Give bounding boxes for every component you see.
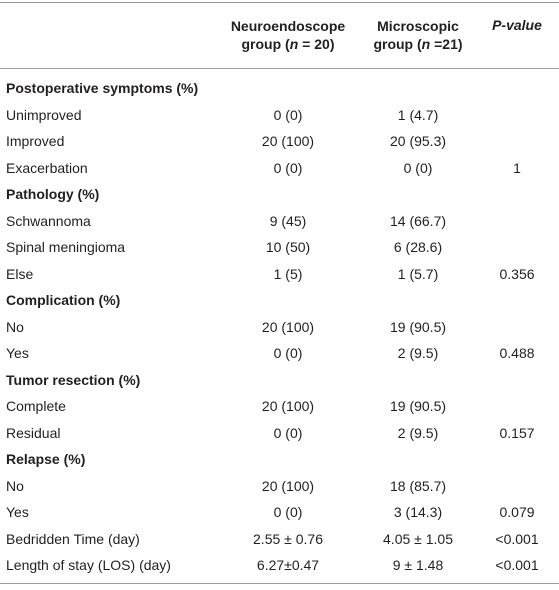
row-label: No <box>6 318 24 335</box>
table-cell: 6.27±0.47 <box>256 557 320 573</box>
header-text: =21) <box>430 36 463 52</box>
row-label: Exacerbation <box>6 159 88 176</box>
row-label: Schwannoma <box>6 212 91 229</box>
header-text: P-value <box>492 17 542 33</box>
table-cell: 2 (9.5) <box>397 424 439 441</box>
row-label: Spinal meningioma <box>6 239 126 255</box>
row-label: Bedridden Time (day) <box>6 530 140 547</box>
column-header: Microscopic group (n =21) <box>373 17 462 53</box>
header-line: Microscopic <box>373 17 462 35</box>
table-cell: 20 (100) <box>261 133 315 149</box>
table-cell: 0 (0) <box>273 159 303 176</box>
table-cell: 19 (90.5) <box>389 398 447 414</box>
table-cell: 14 (66.7) <box>389 212 447 229</box>
row-label: No <box>6 477 24 494</box>
table-cell: <0.001 <box>495 557 539 573</box>
row-label: Residual <box>6 424 61 441</box>
row-label: Yes <box>6 345 29 361</box>
header-text: group ( <box>241 36 290 52</box>
header-text: Neuroendoscope <box>230 18 346 34</box>
table-cell: 0.079 <box>499 504 535 520</box>
header-text: = 20) <box>298 36 335 52</box>
table-cell: 20 (100) <box>261 318 315 335</box>
table-cell: 2 (9.5) <box>397 345 439 361</box>
section-header: Pathology (%) <box>6 186 100 202</box>
section-header: Complication (%) <box>6 292 121 308</box>
table-cell: 0 (0) <box>273 424 303 441</box>
top-rule <box>0 2 559 3</box>
table-cell: 9 (45) <box>269 212 307 229</box>
table-cell: 0 (0) <box>273 504 303 520</box>
bottom-rule <box>0 583 559 584</box>
table-cell: 3 (14.3) <box>393 504 443 520</box>
section-header: Relapse (%) <box>6 451 86 467</box>
table-cell: 1 <box>513 159 521 176</box>
table-cell: 0.488 <box>499 345 535 361</box>
section-header: Tumor resection (%) <box>6 371 141 388</box>
row-label: Unimproved <box>6 106 82 123</box>
row-label: Yes <box>6 504 29 520</box>
column-header: P-value <box>492 16 542 34</box>
table-cell: 0 (0) <box>403 159 433 176</box>
header-text: Microscopic <box>377 18 459 34</box>
row-label: Else <box>6 265 34 282</box>
header-line: group (n =21) <box>373 35 462 53</box>
row-label: Length of stay (LOS) (day) <box>6 557 171 573</box>
header-text: n <box>289 36 299 52</box>
table-cell: 4.05 ± 1.05 <box>383 530 453 547</box>
header-text: n <box>421 36 431 52</box>
table-cell: 18 (85.7) <box>389 477 447 494</box>
table-cell: 19 (90.5) <box>389 318 447 335</box>
table-cell: 1 (5) <box>273 265 303 282</box>
row-label: Improved <box>6 133 65 149</box>
header-line: group (n = 20) <box>231 35 345 53</box>
table-cell: 6 (28.6) <box>393 239 443 255</box>
table-cell: 0 (0) <box>273 345 303 361</box>
table-cell: 0 (0) <box>273 106 303 123</box>
column-header: Neuroendoscope group (n = 20) <box>231 17 345 53</box>
table-cell: 20 (95.3) <box>389 133 447 149</box>
table-cell: <0.001 <box>495 530 539 547</box>
header-line: Neuroendoscope <box>231 17 345 35</box>
row-label: Complete <box>6 398 66 414</box>
header-rule <box>0 68 559 69</box>
section-header: Postoperative symptoms (%) <box>6 80 199 96</box>
table-cell: 0.356 <box>499 265 535 282</box>
table-cell: 20 (100) <box>261 398 315 414</box>
table-cell: 10 (50) <box>265 239 311 255</box>
table-cell: 20 (100) <box>261 477 315 494</box>
table-cell: 2.55 ± 0.76 <box>253 530 323 547</box>
header-line: P-value <box>492 16 542 34</box>
table-cell: 0.157 <box>499 424 535 441</box>
table-cell: 9 ± 1.48 <box>392 557 444 573</box>
header-text: group ( <box>373 36 422 52</box>
table-cell: 1 (5.7) <box>397 265 439 282</box>
table-cell: 1 (4.7) <box>397 106 439 123</box>
